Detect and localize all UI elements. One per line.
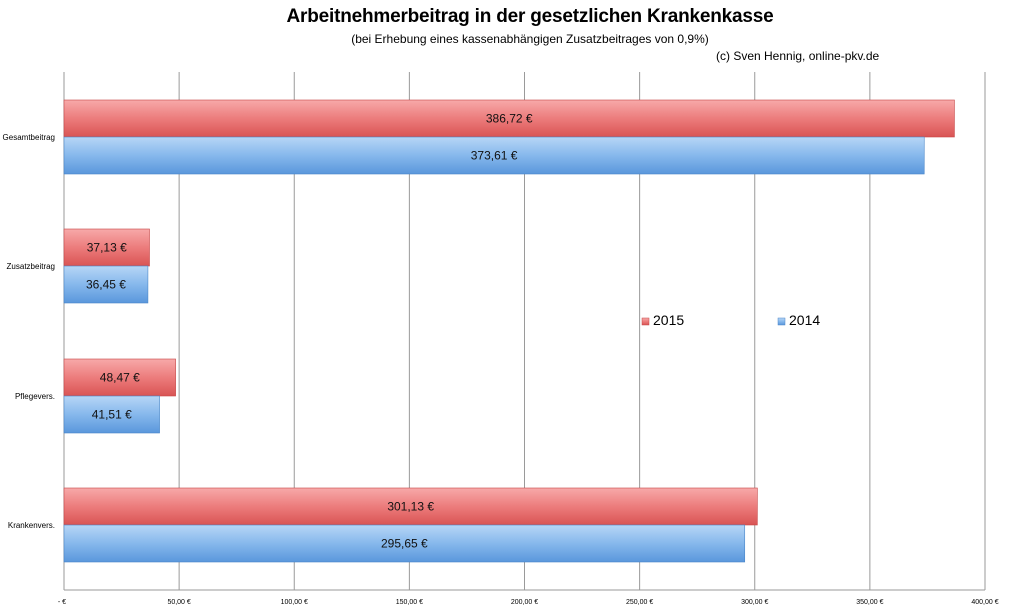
category-label: Krankenvers. xyxy=(8,521,55,530)
category-label: Pflegevers. xyxy=(15,392,55,401)
x-tick-label: - € xyxy=(58,599,66,606)
data-label: 386,72 € xyxy=(486,112,533,126)
data-label: 295,65 € xyxy=(381,537,428,551)
data-label: 373,61 € xyxy=(471,149,518,163)
bar-2015-0 xyxy=(63,99,955,138)
legend-label-2015: 2015 xyxy=(653,312,684,328)
chart-subtitle: (bei Erhebung eines kassenabhängigen Zus… xyxy=(351,32,709,46)
x-tick-label: 50,00 € xyxy=(167,599,190,606)
data-label: 301,13 € xyxy=(387,500,434,514)
bar-2014-1 xyxy=(63,265,149,304)
bar-2015-3 xyxy=(63,487,758,526)
legend-label-2014: 2014 xyxy=(789,312,820,328)
bar-2014-3 xyxy=(63,524,746,563)
bar-2014-0 xyxy=(63,136,925,175)
legend-swatch-2014 xyxy=(777,317,786,326)
legend-swatch-2015 xyxy=(641,317,650,326)
x-tick-label: 150,00 € xyxy=(396,599,423,606)
data-label: 37,13 € xyxy=(87,241,127,255)
x-tick-label: 350,00 € xyxy=(856,599,883,606)
category-label: Gesamtbeitrag xyxy=(3,133,55,142)
bar-2014-2 xyxy=(63,395,160,434)
chart-credit: (c) Sven Hennig, online-pkv.de xyxy=(716,49,880,63)
x-tick-label: 100,00 € xyxy=(281,599,308,606)
data-label: 48,47 € xyxy=(100,371,140,385)
x-tick-label: 250,00 € xyxy=(626,599,653,606)
data-label: 36,45 € xyxy=(86,278,126,292)
x-tick-label: 400,00 € xyxy=(971,599,998,606)
bar-2015-1 xyxy=(63,228,150,267)
x-tick-label: 300,00 € xyxy=(741,599,768,606)
category-label: Zusatzbeitrag xyxy=(7,262,55,271)
data-label: 41,51 € xyxy=(92,408,132,422)
chart-title: Arbeitnehmerbeitrag in der gesetzlichen … xyxy=(286,6,774,27)
x-tick-label: 200,00 € xyxy=(511,599,538,606)
